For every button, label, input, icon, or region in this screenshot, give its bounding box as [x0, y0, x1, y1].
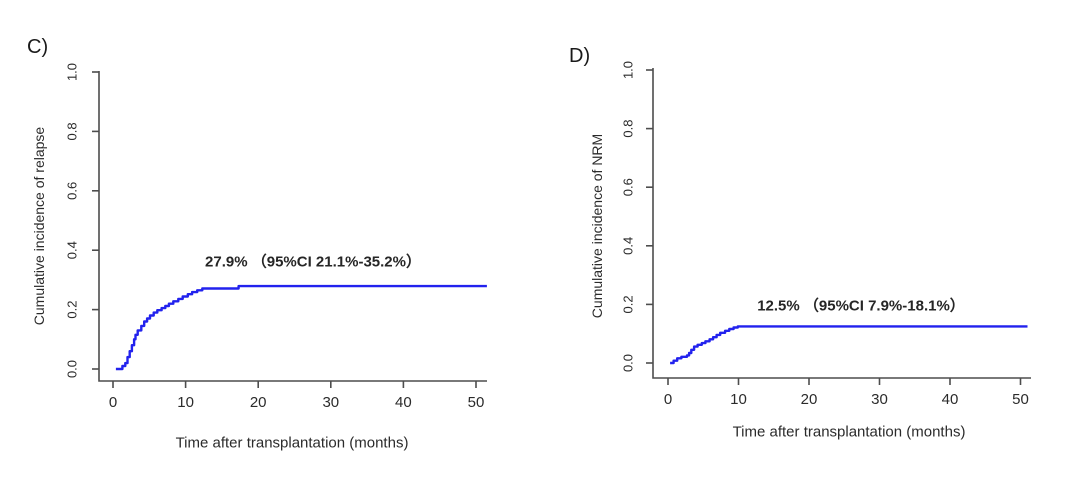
- panel-c-x-axis-title: Time after transplantation (months): [175, 434, 409, 452]
- panel-c-label: C): [27, 36, 49, 58]
- axis-lines: [652, 68, 1031, 379]
- y-tick-label: 0.0: [620, 354, 635, 372]
- x-tick-label: 40: [942, 391, 959, 408]
- y-tick-label: 0.4: [64, 241, 79, 259]
- y-tick-label: 0.6: [620, 178, 635, 196]
- y-tick-label: 0.2: [620, 295, 635, 313]
- panel-d-plot: 0.0 0.2 0.4 0.6 0.8 1.0 0 10 20 30 40 50: [620, 61, 1031, 408]
- x-tick-label: 0: [109, 394, 117, 411]
- panel-c-y-axis-title: Cumulative incidence of relapse: [31, 126, 47, 326]
- x-tick-label: 40: [395, 394, 412, 411]
- panel-d-y-axis-title: Cumulative incidence of NRM: [589, 133, 605, 319]
- x-tick-label: 20: [250, 394, 267, 411]
- y-tick-label: 0.2: [64, 301, 79, 319]
- x-tick-label: 0: [664, 391, 672, 408]
- x-tick-label: 30: [871, 391, 888, 408]
- panel-c-estimate-annotation: 27.9% （95%CI 21.1%-35.2%）: [205, 253, 421, 271]
- relapse-curve: [115, 284, 487, 371]
- y-tick-label: 0.6: [64, 182, 79, 200]
- y-tick-label: 1.0: [620, 61, 635, 79]
- x-tick-label: 50: [468, 394, 485, 411]
- panel-d-label: D): [569, 45, 591, 67]
- axis-lines: [98, 71, 487, 382]
- x-tick-label: 10: [730, 391, 747, 408]
- y-tick-label: 0.8: [620, 120, 635, 138]
- panel-d-x-axis-title: Time after transplantation (months): [732, 423, 966, 441]
- y-tick-label: 0.4: [620, 237, 635, 255]
- x-tick-label: 30: [322, 394, 339, 411]
- panel-d-estimate-annotation: 12.5% （95%CI 7.9%-18.1%）: [757, 297, 965, 315]
- y-tick-label: 1.0: [64, 63, 79, 81]
- y-tick-label: 0.0: [64, 360, 79, 378]
- y-tick-label: 0.8: [64, 122, 79, 140]
- x-tick-label: 50: [1012, 391, 1029, 408]
- panel-c-plot: 0.0 0.2 0.4 0.6 0.8 1.0 0 10 20 30 40 50: [64, 63, 487, 411]
- x-tick-label: 20: [801, 391, 818, 408]
- x-tick-label: 10: [177, 394, 194, 411]
- nrm-curve: [670, 325, 1028, 365]
